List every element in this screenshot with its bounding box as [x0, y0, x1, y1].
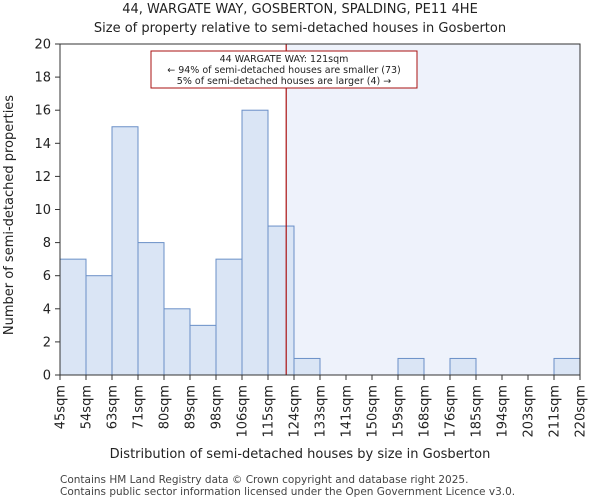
x-tick-label: 203sqm	[522, 385, 537, 438]
bar-45sqm	[59, 258, 87, 376]
x-tick-label: 115sqm	[262, 385, 277, 438]
annotation-line-1: 44 WARGATE WAY: 121sqm	[220, 54, 349, 65]
annotation-box: 44 WARGATE WAY: 121sqm ← 94% of semi-det…	[150, 50, 418, 89]
highlight-region	[286, 44, 580, 375]
bar-159sqm	[397, 357, 425, 376]
x-tick-label: 194sqm	[496, 385, 511, 438]
footer-line-1: Contains HM Land Registry data © Crown c…	[60, 474, 468, 486]
x-tick-label: 124sqm	[288, 385, 303, 438]
x-tick-label: 45sqm	[54, 385, 69, 429]
y-tick-label: 6	[43, 269, 51, 284]
annotation-line-2: ← 94% of semi-detached houses are smalle…	[167, 65, 401, 76]
x-tick-label: 133sqm	[314, 385, 329, 438]
bar-124sqm	[293, 357, 321, 376]
y-tick-label: 4	[43, 302, 51, 317]
x-tick-label: 71sqm	[132, 385, 147, 429]
annotation-line-3: 5% of semi-detached houses are larger (4…	[177, 76, 391, 87]
x-tick-label: 98sqm	[210, 385, 225, 429]
bar-106sqm	[241, 109, 269, 376]
bar-54sqm	[85, 275, 113, 376]
x-tick-label: 185sqm	[470, 385, 485, 438]
x-tick-label: 159sqm	[392, 385, 407, 438]
y-tick-label: 16	[34, 104, 51, 119]
y-tick-label: 14	[34, 137, 51, 152]
bar-115sqm	[267, 225, 295, 376]
x-tick-label: 80sqm	[158, 385, 173, 429]
chart-subtitle: Size of property relative to semi-detach…	[94, 21, 506, 36]
y-tick-label: 12	[34, 170, 51, 185]
bar-71sqm	[137, 242, 165, 376]
x-tick-label: 63sqm	[106, 385, 121, 429]
y-tick-label: 18	[34, 71, 51, 86]
x-tick-label: 54sqm	[80, 385, 95, 429]
y-tick-label: 10	[34, 203, 51, 218]
x-axis-label: Distribution of semi-detached houses by …	[110, 447, 491, 462]
x-tick-label: 141sqm	[340, 385, 355, 438]
chart-title: 44, WARGATE WAY, GOSBERTON, SPALDING, PE…	[122, 2, 478, 17]
x-tick-label: 176sqm	[444, 385, 459, 438]
x-tick-label: 211sqm	[548, 385, 563, 438]
bar-80sqm	[163, 308, 191, 376]
footer-line-2: Contains public sector information licen…	[60, 486, 515, 498]
bar-63sqm	[111, 126, 139, 376]
bar-176sqm	[449, 357, 477, 376]
x-tick-label: 150sqm	[366, 385, 381, 438]
y-tick-label: 0	[43, 369, 51, 384]
x-tick-label: 220sqm	[574, 385, 589, 438]
y-tick-label: 2	[43, 335, 51, 350]
y-tick-label: 8	[43, 236, 51, 251]
y-axis-label: Number of semi-detached properties	[2, 95, 17, 335]
bar-211sqm	[553, 357, 581, 376]
bar-98sqm	[215, 258, 243, 376]
x-tick-label: 89sqm	[184, 385, 199, 429]
bar-89sqm	[189, 324, 217, 376]
x-tick-label: 168sqm	[418, 385, 433, 438]
x-tick-label: 106sqm	[236, 385, 251, 438]
y-tick-label: 20	[34, 38, 51, 53]
